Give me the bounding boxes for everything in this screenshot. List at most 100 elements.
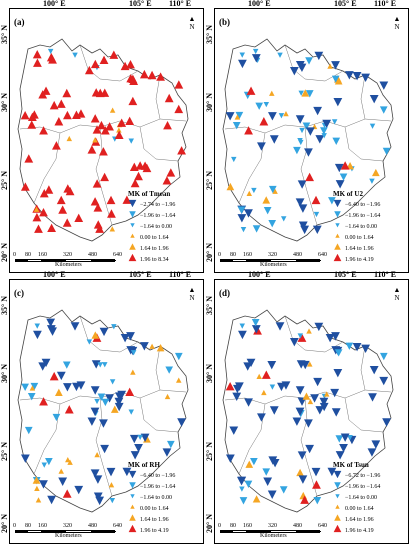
latitude-tick-label: 30° N [0,93,9,112]
legend-entry: 1.96 to 8.34 [128,253,202,265]
station-marker [114,397,124,407]
region-map-b [222,38,394,242]
scale-unit: Kilometers [260,533,287,539]
station-marker [297,333,307,342]
latitude-tick-label: 30° N [205,364,214,383]
legend-entry: −6.40 to −1.96 [333,199,407,210]
station-marker [244,480,253,489]
station-marker [257,413,266,422]
latitude-tick-label: 25° N [205,171,214,190]
legend-label: −1.96 to −1.64 [345,212,381,219]
station-marker [259,117,269,126]
station-marker [268,220,277,228]
station-marker [330,388,340,398]
legend-entry: −1.64 to 0.00 [333,221,407,232]
triangle-down-icon [130,494,135,499]
station-marker [67,459,73,465]
station-marker [261,389,267,396]
station-marker [238,330,247,340]
station-marker [164,393,171,400]
station-marker [30,382,39,391]
station-marker [47,223,57,233]
province-boundary [284,44,344,82]
legend: MK of Tsun −6.72 to −1.96 −1.96 to −1.64 −… [333,461,407,536]
legend-entry: −1.64 to 0.00 [128,221,202,232]
station-marker [95,496,105,506]
station-marker [135,161,145,170]
station-marker [314,51,324,61]
station-marker [62,489,72,498]
station-marker [109,497,116,504]
station-marker [46,325,56,334]
station-marker [371,440,381,449]
longitude-tick-label: 100° E [43,270,66,279]
station-marker [320,127,328,135]
station-marker [371,168,380,177]
station-marker [255,102,264,110]
station-marker [49,100,59,110]
station-marker [295,407,305,417]
station-marker [238,59,247,69]
station-marker [251,325,261,334]
station-marker [295,386,305,395]
station-marker [128,96,138,106]
station-marker [63,184,73,193]
legend-label: 0.00 to 1.64 [345,234,374,241]
station-marker [114,130,124,140]
station-marker [62,88,72,98]
station-marker [137,434,143,441]
legend-entry: −1.96 to −1.64 [128,210,202,221]
station-marker [252,48,259,55]
legend-label: 0.00 to 1.64 [345,505,374,512]
station-marker [319,402,329,412]
station-marker [252,225,261,233]
station-marker [382,147,391,156]
station-marker [226,182,235,191]
station-marker [246,86,256,95]
station-marker [74,485,84,495]
station-marker [86,339,93,345]
station-marker [321,133,327,139]
north-arrow-icon: ▲ N [188,15,196,31]
station-marker [45,457,53,466]
station-marker [93,475,103,484]
legend-entry: 1.64 to 1.96 [128,514,202,525]
station-marker [280,216,287,222]
station-marker [344,71,354,80]
station-marker [41,358,51,368]
station-marker [231,156,237,163]
station-marker [20,454,30,463]
station-marker [229,426,239,435]
station-marker [347,435,353,441]
station-marker [175,377,182,383]
legend-entry: 0.00 to 1.64 [128,503,202,514]
station-marker [295,115,305,124]
scale-tick: 80 [25,523,31,529]
station-marker [268,112,277,121]
station-marker [58,468,64,474]
station-marker [33,206,40,212]
province-boundary [155,345,161,391]
station-marker [134,443,143,453]
legend-label: 1.64 to 1.96 [345,516,374,523]
station-marker [33,58,42,67]
station-marker [92,179,102,188]
province-boundary [79,44,139,82]
station-marker [87,145,97,154]
station-marker [237,214,247,223]
station-marker [166,168,176,177]
station-marker [279,486,288,494]
station-marker [105,394,114,403]
station-marker [251,54,261,63]
station-marker [52,141,61,150]
station-marker [251,319,260,327]
legend-title: MK of Tmean [128,190,171,198]
station-marker [268,185,277,194]
station-marker [54,117,64,126]
station-marker [327,467,337,477]
station-marker [174,352,183,361]
station-marker [367,448,377,457]
station-marker [323,391,330,397]
province-boundary [284,315,344,353]
scale-tick: 0 [13,252,16,258]
